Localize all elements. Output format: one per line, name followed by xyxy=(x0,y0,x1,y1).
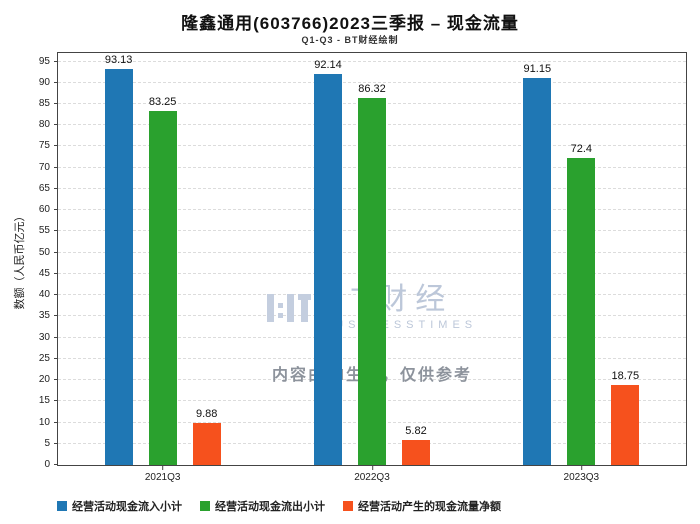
y-tick-label: 35 xyxy=(38,310,50,322)
y-tick-label: 0 xyxy=(44,459,50,470)
y-tick-mark xyxy=(54,315,58,317)
chart-title: 隆鑫通用(603766)2023三季报 – 现金流量 xyxy=(181,14,519,33)
y-tick-mark xyxy=(54,421,58,423)
y-tick-mark xyxy=(54,209,58,211)
gridline xyxy=(58,60,686,62)
y-axis-label: 数额（人民币亿元） xyxy=(14,210,26,310)
y-tick-mark xyxy=(54,166,58,168)
y-tick-label: 20 xyxy=(38,374,50,386)
y-tick-label: 70 xyxy=(38,161,50,173)
legend-item: 经营活动现金流出小计 xyxy=(200,498,325,514)
bar: 93.13 xyxy=(104,54,133,465)
y-tick-label: 65 xyxy=(38,182,50,194)
bar: 9.88 xyxy=(192,408,221,465)
legend-item: 经营活动现金流入小计 xyxy=(57,498,182,514)
y-tick-mark xyxy=(54,336,58,338)
y-tick-label: 40 xyxy=(38,289,50,301)
y-tick-mark xyxy=(54,102,58,104)
bar: 18.75 xyxy=(611,370,640,465)
bar-value-label: 18.75 xyxy=(611,370,640,383)
legend-label: 经营活动产生的现金流量净额 xyxy=(358,501,501,513)
x-tick-label: 2021Q3 xyxy=(144,466,181,483)
y-tick-mark xyxy=(54,379,58,381)
y-tick-label: 80 xyxy=(38,119,50,131)
bar: 92.14 xyxy=(313,59,342,465)
bar-group: 91.15 72.4 18.75 2023Q3 xyxy=(523,53,640,483)
y-tick-label: 25 xyxy=(38,352,50,364)
y-tick-mark xyxy=(54,81,58,83)
bar-value-label: 93.13 xyxy=(104,54,133,67)
bar-value-label: 92.14 xyxy=(314,58,342,71)
y-tick-mark xyxy=(54,272,58,274)
bar-group: 93.13 83.25 9.88 2021Q3 xyxy=(104,53,221,483)
x-tick-label: 2022Q3 xyxy=(354,466,390,483)
y-tick-mark xyxy=(54,357,58,359)
gridline xyxy=(58,81,686,83)
y-tick-mark xyxy=(54,145,58,147)
y-tick-label: 45 xyxy=(38,267,50,279)
legend-swatch xyxy=(200,501,210,511)
chart-subtitle: Q1-Q3 - BT财经绘制 xyxy=(301,35,399,45)
y-tick-mark xyxy=(54,251,58,253)
legend-label: 经营活动现金流出小计 xyxy=(215,501,325,513)
bar-value-label: 9.88 xyxy=(195,408,218,421)
y-tick-label: 15 xyxy=(38,395,50,407)
bar: 83.25 xyxy=(148,96,177,465)
legend-swatch xyxy=(343,501,353,511)
bar: 5.82 xyxy=(401,425,430,465)
bar-groups: 93.13 83.25 9.88 2021Q3 92.14 86.32 5.82 2022Q3… xyxy=(58,53,686,483)
bar: 72.4 xyxy=(567,143,596,465)
y-tick-label: 50 xyxy=(38,246,50,258)
x-tick-label: 2023Q3 xyxy=(563,466,600,483)
legend-swatch xyxy=(57,501,67,511)
y-tick-mark xyxy=(54,442,58,444)
y-tick-mark xyxy=(54,230,58,232)
y-tick-label: 90 xyxy=(38,76,50,88)
y-tick-mark xyxy=(54,464,58,465)
bar-value-label: 72.4 xyxy=(570,142,593,155)
legend: 经营活动现金流入小计 经营活动现金流出小计 经营活动产生的现金流量净额 xyxy=(57,498,501,514)
y-tick-mark xyxy=(54,294,58,296)
y-tick-label: 55 xyxy=(38,225,50,237)
y-tick-label: 10 xyxy=(38,416,50,428)
plot-area: BT财经 BUSINESSTIMES 内容由AI生成，仅供参考 93.1383.… xyxy=(39,52,687,483)
y-tick-label: 75 xyxy=(38,140,50,152)
bar-value-label: 91.15 xyxy=(523,62,552,75)
bar-value-label: 83.25 xyxy=(148,96,177,109)
y-tick-mark xyxy=(54,400,58,402)
bar: 86.32 xyxy=(357,83,386,465)
legend-item: 经营活动产生的现金流量净额 xyxy=(343,498,501,514)
y-tick-mark xyxy=(54,124,58,126)
y-tick-label: 5 xyxy=(44,437,50,449)
y-tick-mark xyxy=(54,60,58,62)
bar: 91.15 xyxy=(523,63,552,465)
legend-label: 经营活动现金流入小计 xyxy=(72,501,182,513)
bar-group: 92.14 86.32 5.82 2022Q3 xyxy=(313,53,430,483)
y-tick-label: 85 xyxy=(38,97,50,109)
y-tick-label: 60 xyxy=(38,204,50,216)
bar-value-label: 86.32 xyxy=(358,83,386,96)
y-tick-label: 95 xyxy=(38,55,50,67)
bar-value-label: 5.82 xyxy=(405,425,427,438)
y-tick-mark xyxy=(54,187,58,189)
y-tick-label: 30 xyxy=(38,331,50,343)
